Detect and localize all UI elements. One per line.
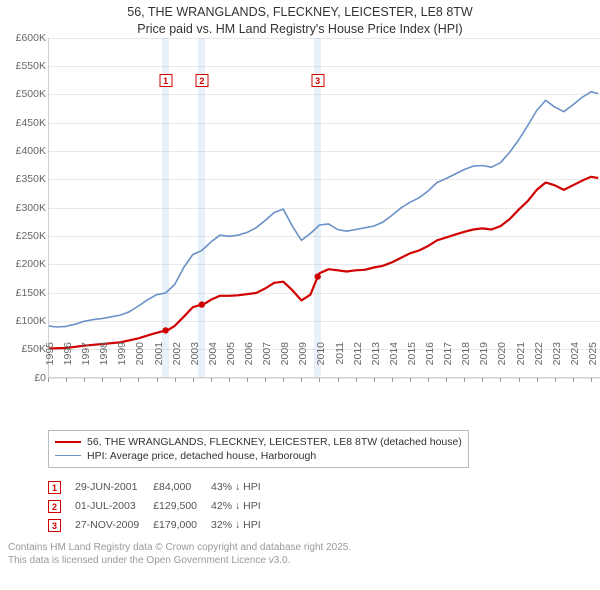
x-tick-label: 2015 (406, 342, 418, 382)
y-tick-label: £50K (21, 343, 46, 355)
y-tick-label: £450K (16, 117, 46, 129)
event-delta: 43% ↓ HPI (211, 478, 275, 497)
title-block: 56, THE WRANGLANDS, FLECKNEY, LEICESTER,… (0, 0, 600, 38)
x-tick-label: 2020 (496, 342, 508, 382)
y-tick-label: £300K (16, 202, 46, 214)
x-tick-label: 2008 (279, 342, 291, 382)
event-delta: 42% ↓ HPI (211, 497, 275, 516)
footer-line-2: This data is licensed under the Open Gov… (8, 554, 592, 568)
series-price_paid (48, 177, 598, 349)
legend-swatch (55, 441, 81, 443)
x-tick-label: 2017 (442, 342, 454, 382)
y-tick-label: £250K (16, 230, 46, 242)
footer-attribution: Contains HM Land Registry data © Crown c… (8, 541, 592, 568)
y-tick-label: £500K (16, 88, 46, 100)
plot-area: £0£50K£100K£150K£200K£250K£300K£350K£400… (48, 38, 600, 378)
legend-label: HPI: Average price, detached house, Harb… (87, 450, 316, 462)
event-date: 01-JUL-2003 (75, 497, 153, 516)
x-tick-label: 2023 (551, 342, 563, 382)
legend: 56, THE WRANGLANDS, FLECKNEY, LEICESTER,… (48, 430, 469, 468)
x-tick-label: 2014 (388, 342, 400, 382)
x-tick-label: 2005 (225, 342, 237, 382)
y-axis: £0£50K£100K£150K£200K£250K£300K£350K£400… (0, 38, 48, 378)
x-tick-label: 2019 (478, 342, 490, 382)
event-row-marker: 1 (48, 481, 61, 494)
x-tick-label: 2002 (171, 342, 183, 382)
event-marker-2: 2 (195, 74, 208, 87)
x-tick-label: 2025 (587, 342, 599, 382)
price-dot (162, 327, 168, 333)
x-tick-label: 2021 (515, 342, 527, 382)
legend-swatch (55, 455, 81, 456)
price-dot (315, 273, 321, 279)
line-chart-svg (48, 38, 600, 378)
series-hpi (48, 92, 598, 327)
y-tick-label: £600K (16, 32, 46, 44)
title-line-1: 56, THE WRANGLANDS, FLECKNEY, LEICESTER,… (0, 4, 600, 21)
event-row: 3 27-NOV-2009£179,00032% ↓ HPI (48, 516, 275, 535)
x-tick-label: 2007 (261, 342, 273, 382)
footer-line-1: Contains HM Land Registry data © Crown c… (8, 541, 592, 555)
x-tick-label: 2016 (424, 342, 436, 382)
x-tick-label: 2001 (153, 342, 165, 382)
y-tick-label: £200K (16, 258, 46, 270)
events-table: 1 29-JUN-2001£84,00043% ↓ HPI 2 01-JUL-2003… (48, 478, 592, 535)
x-tick-label: 2004 (207, 342, 219, 382)
x-tick-label: 2022 (533, 342, 545, 382)
x-tick-label: 2003 (189, 342, 201, 382)
y-tick-label: £350K (16, 173, 46, 185)
x-tick-label: 2000 (134, 342, 146, 382)
y-tick-label: £100K (16, 315, 46, 327)
x-tick-label: 2024 (569, 342, 581, 382)
x-tick-label: 1996 (62, 342, 74, 382)
x-tick-label: 2018 (460, 342, 472, 382)
event-price: £179,000 (153, 516, 211, 535)
x-tick-label: 1995 (44, 342, 56, 382)
x-tick-label: 2010 (315, 342, 327, 382)
title-line-2: Price paid vs. HM Land Registry's House … (0, 21, 600, 38)
legend-row: 56, THE WRANGLANDS, FLECKNEY, LEICESTER,… (55, 435, 462, 449)
x-axis: 1995199619971998199920002001200220032004… (48, 378, 600, 422)
event-row-marker: 3 (48, 519, 61, 532)
legend-label: 56, THE WRANGLANDS, FLECKNEY, LEICESTER,… (87, 436, 462, 448)
x-tick-label: 2011 (334, 342, 346, 382)
event-date: 27-NOV-2009 (75, 516, 153, 535)
event-marker-1: 1 (159, 74, 172, 87)
price-dot (199, 301, 205, 307)
event-row-marker: 2 (48, 500, 61, 513)
x-tick-label: 2012 (352, 342, 364, 382)
event-date: 29-JUN-2001 (75, 478, 153, 497)
event-row: 2 01-JUL-2003£129,50042% ↓ HPI (48, 497, 275, 516)
y-tick-label: £550K (16, 60, 46, 72)
event-price: £129,500 (153, 497, 211, 516)
chart-container: 56, THE WRANGLANDS, FLECKNEY, LEICESTER,… (0, 0, 600, 568)
event-row: 1 29-JUN-2001£84,00043% ↓ HPI (48, 478, 275, 497)
event-delta: 32% ↓ HPI (211, 516, 275, 535)
event-price: £84,000 (153, 478, 211, 497)
x-tick-label: 2009 (297, 342, 309, 382)
y-tick-label: £400K (16, 145, 46, 157)
x-tick-label: 1998 (98, 342, 110, 382)
x-tick-label: 1999 (116, 342, 128, 382)
y-tick-label: £150K (16, 287, 46, 299)
x-tick-label: 2006 (243, 342, 255, 382)
x-tick-label: 1997 (80, 342, 92, 382)
event-marker-3: 3 (311, 74, 324, 87)
legend-row: HPI: Average price, detached house, Harb… (55, 449, 462, 463)
x-tick-label: 2013 (370, 342, 382, 382)
